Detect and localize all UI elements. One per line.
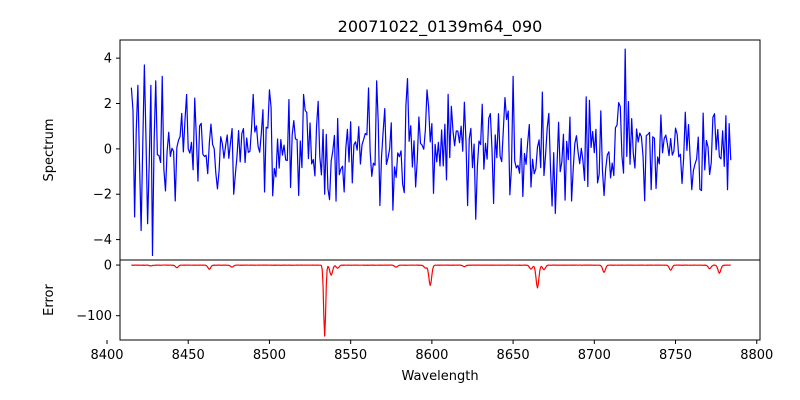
error-y-tick-label: −100 [76,309,112,324]
spectrum-series [130,48,732,257]
spectrum-y-tick-label: −4 [93,233,112,248]
error-y-axis-label: Error [42,284,57,316]
wavelength-x-tick-label: 8400 [90,348,123,363]
wavelength-x-tick-label: 8650 [497,348,530,363]
wavelength-x-tick-label: 8550 [334,348,367,363]
error-panel: 0 −100 8400 8450 8500 8550 8600 8650 8700 8750 88… [42,259,773,384]
chart-title: 20071022_0139m64_090 [338,17,543,37]
error-line [131,264,731,337]
error-axes-frame [119,259,761,341]
spectrum-y-tick-label: −2 [93,188,112,203]
wavelength-x-axis-label: Wavelength [401,369,478,384]
error-y-ticks: 0 −100 [76,259,120,324]
spectrum-y-axis-label: Spectrum [42,119,57,182]
spectrum-line [130,48,732,257]
spectrum-y-tick-label: 0 [104,142,112,157]
spectrum-y-tick-label: 4 [104,52,112,67]
wavelength-x-tick-label: 8800 [740,348,773,363]
wavelength-x-tick-label: 8500 [253,348,286,363]
wavelength-x-tick-label: 8600 [415,348,448,363]
error-y-tick-label: 0 [104,259,112,274]
error-series [131,264,731,337]
wavelength-x-tick-label: 8700 [578,348,611,363]
spectrum-y-tick-label: 2 [104,97,112,112]
wavelength-x-tick-label: 8750 [659,348,692,363]
spectrum-y-ticks: −4 −2 0 2 4 [93,52,120,248]
wavelength-x-ticks: 8400 8450 8500 8550 8600 8650 8700 8750 8800 [90,340,773,363]
wavelength-x-tick-label: 8450 [172,348,205,363]
